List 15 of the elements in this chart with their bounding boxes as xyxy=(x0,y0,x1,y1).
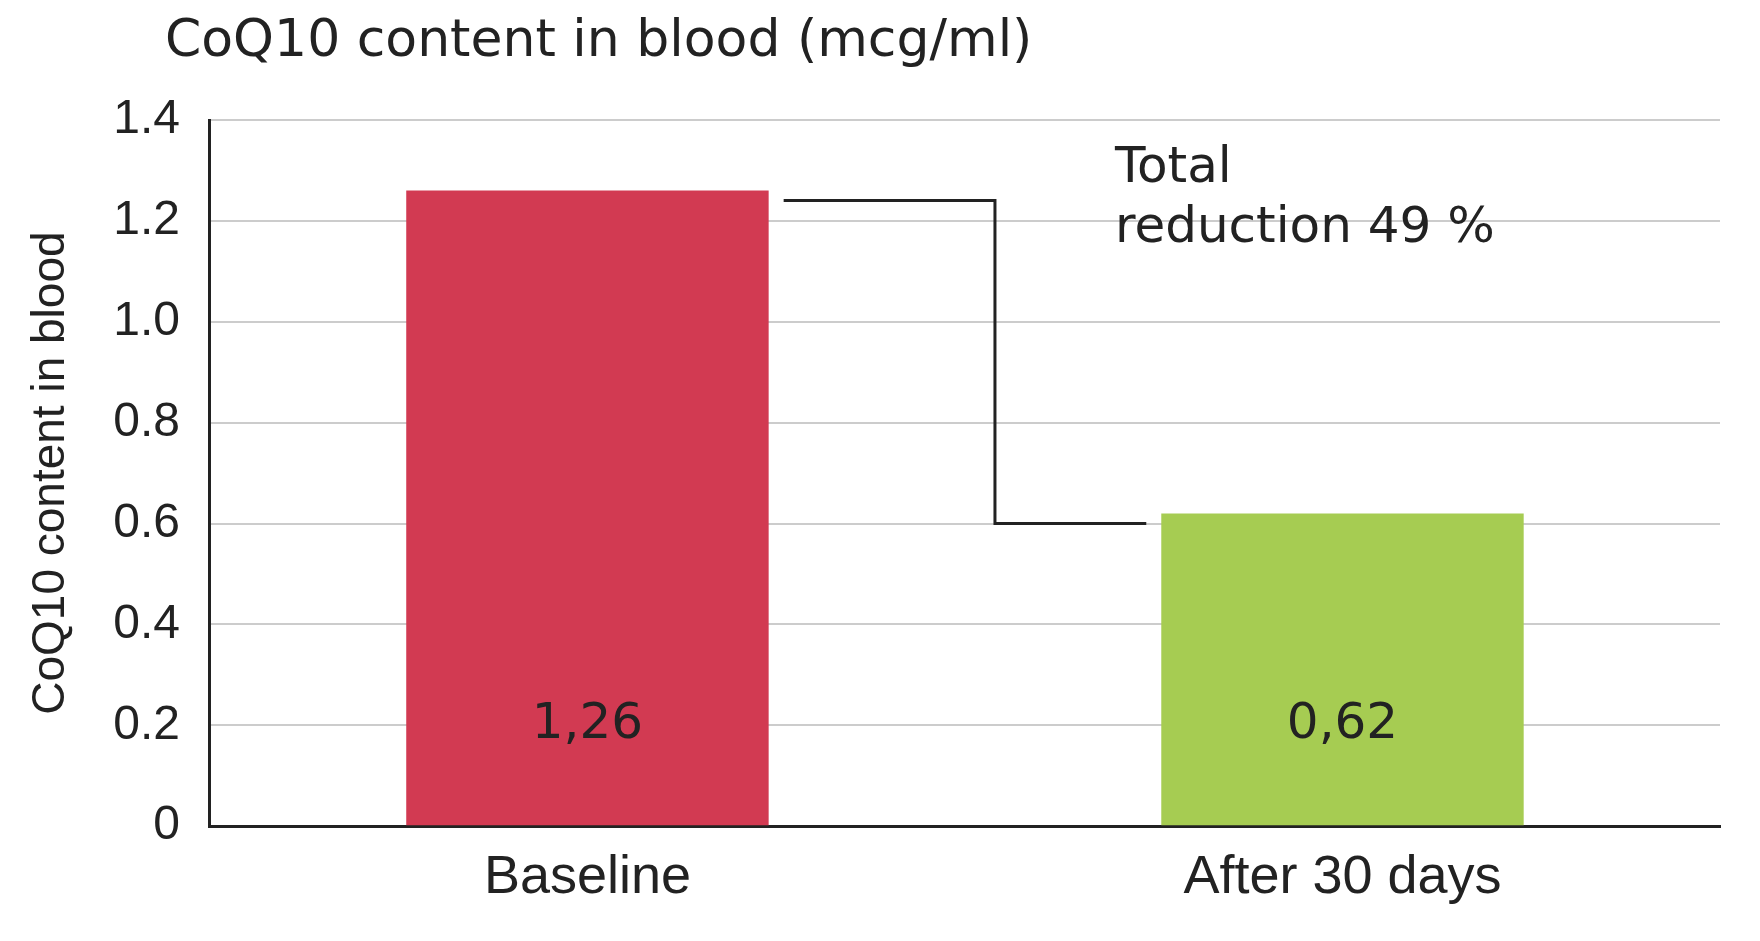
data-label: 0,62 xyxy=(1286,692,1399,751)
y-tick-label: 0.4 xyxy=(113,594,180,648)
y-tick-label: 1.0 xyxy=(113,292,180,346)
x-tick-label: Baseline xyxy=(483,844,692,905)
y-tick-label: 0.2 xyxy=(113,695,180,749)
y-tick-label: 1.2 xyxy=(113,191,180,245)
annotation: Total reduction 49 % xyxy=(1114,135,1495,255)
x-tick-label: After 30 days xyxy=(1183,844,1502,905)
chart-title: CoQ10 content in blood (mcg/ml) xyxy=(165,8,1033,68)
data-label: 1,26 xyxy=(531,692,644,751)
y-tick-label: 1.4 xyxy=(113,90,180,144)
y-tick-label: 0.6 xyxy=(113,493,180,547)
y-tick-label: 0 xyxy=(153,796,180,850)
y-axis-title: CoQ10 content in blood xyxy=(22,231,75,715)
y-tick-label: 0.8 xyxy=(113,392,180,446)
